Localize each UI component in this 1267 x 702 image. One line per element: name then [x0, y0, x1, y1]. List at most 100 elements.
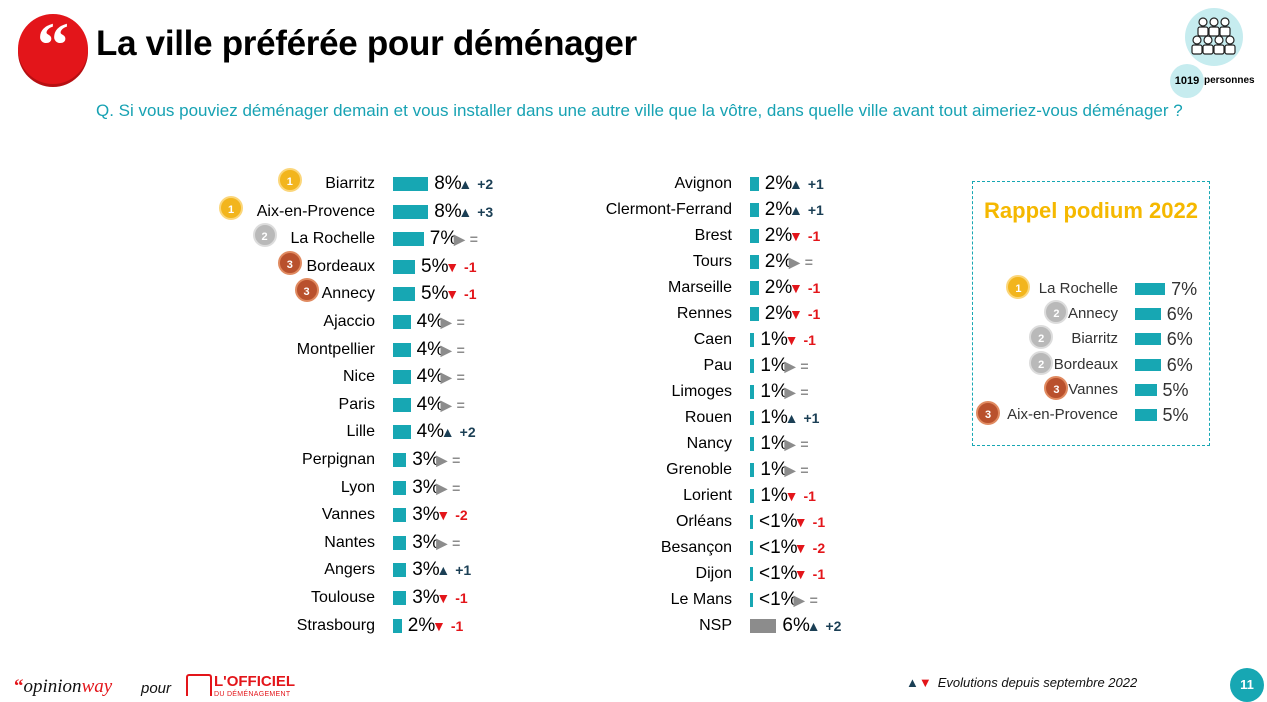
chart-row: Vannes 3% ▼ -2 — [0, 503, 900, 527]
chart-row: Rennes 2% ▼ -1 — [0, 302, 900, 326]
value-label: 5% — [1162, 379, 1189, 400]
evolution-label: ▼ -1 — [785, 328, 816, 352]
triangle-up-icon: ▲ — [458, 176, 473, 192]
bar — [750, 255, 759, 269]
evolution-label: ▶ = — [441, 365, 465, 389]
chart-row: Aix-en-Provence 1 8% ▲ +3 — [0, 195, 900, 224]
evolution-label: ▼ -1 — [436, 586, 467, 610]
evolution-value: = — [469, 231, 478, 248]
triangle-down-icon: ▼ — [436, 590, 451, 606]
chart-row: Toulouse 3% ▼ -1 — [0, 586, 900, 610]
triangle-down-icon: ▼ — [793, 566, 808, 582]
category-label: Marseille — [667, 279, 732, 296]
chart-row: Limoges 1% ▶ = — [0, 380, 900, 404]
triangle-right-icon: ▶ — [436, 479, 448, 496]
evolution-label: ▼ -1 — [432, 614, 463, 638]
triangle-down-icon: ▼ — [789, 280, 803, 296]
evolution-label: ▲ +3 — [458, 200, 493, 224]
evolution-value: -1 — [807, 306, 821, 322]
category-label: Paris — [338, 395, 375, 413]
partner-name: L'OFFICIEL — [214, 673, 296, 690]
value-label: 4% — [416, 393, 445, 415]
category-label: Nice — [342, 368, 375, 386]
evolution-value: -1 — [464, 258, 477, 275]
triangle-up-icon: ▲ — [789, 202, 803, 218]
chart-row: Le Mans <1% ▶ = — [0, 588, 900, 612]
triangle-right-icon: ▶ — [436, 534, 448, 551]
evolution-label: ▲ +1 — [789, 172, 824, 196]
value-label: <1% — [759, 563, 798, 584]
bar — [750, 307, 759, 321]
triangle-down-icon: ▼ — [918, 675, 932, 690]
category-label: La Rochelle — [1038, 280, 1118, 297]
chart-row: NSP 6% ▲ +2 — [0, 614, 900, 638]
bar — [393, 342, 411, 357]
medal-icon: 1 — [1006, 275, 1031, 299]
chart-row: Grenoble 1% ▶ = — [0, 458, 900, 482]
value-label: 2% — [407, 614, 436, 636]
value-label: 6% — [782, 615, 810, 636]
evolution-label: ▶ = — [441, 310, 465, 334]
bar — [750, 541, 753, 555]
triangle-right-icon: ▶ — [440, 369, 452, 386]
evolution-legend: ▲▼ Evolutions depuis septembre 2022 — [906, 675, 1137, 690]
medal-icon: 3 — [976, 401, 1000, 425]
bar — [750, 177, 759, 191]
bar — [393, 618, 402, 633]
chart-row: Avignon 2% ▲ +1 — [0, 172, 900, 196]
value-label: 8% — [434, 173, 462, 194]
bar — [750, 619, 777, 633]
evolution-label: ▶ = — [441, 393, 465, 417]
evolution-label: ▶ = — [785, 432, 809, 456]
value-label: 2% — [764, 199, 793, 220]
evolution-label: ▲ +1 — [436, 558, 471, 582]
value-label: 2% — [764, 173, 793, 194]
evolution-value: +3 — [477, 203, 494, 220]
evolution-label: ▼ -1 — [789, 302, 820, 326]
bar — [393, 535, 407, 550]
chart-row: Tours 2% ▶ = — [0, 250, 900, 274]
evolution-label: ▲ +1 — [789, 198, 824, 222]
evolution-label: ▶ = — [785, 458, 809, 482]
category-label: Strasbourg — [296, 616, 375, 634]
bar — [393, 591, 407, 605]
triangle-down-icon: ▼ — [445, 286, 460, 303]
triangle-down-icon: ▼ — [445, 258, 460, 275]
category-label: Annecy — [321, 285, 375, 303]
evolution-value: = — [804, 254, 813, 270]
category-label: Rennes — [676, 305, 732, 322]
partner-subtitle: DU DÉMÉNAGEMENT — [214, 691, 291, 698]
bar — [1135, 409, 1157, 421]
bar — [393, 315, 411, 329]
evolution-value: = — [800, 358, 809, 374]
evolution-label: ▶ = — [441, 338, 465, 362]
triangle-up-icon: ▲ — [458, 203, 473, 220]
evolution-value: -1 — [450, 617, 464, 634]
triangle-right-icon: ▶ — [784, 462, 796, 478]
bar — [393, 370, 411, 385]
value-label: 7% — [1171, 279, 1198, 299]
evolution-label: ▼ -2 — [436, 503, 467, 527]
evolution-value: +1 — [807, 202, 824, 218]
value-label: 3% — [412, 449, 440, 470]
value-label: <1% — [759, 511, 798, 532]
evolution-value: = — [809, 592, 818, 608]
chart-row: Paris 4% ▶ = — [0, 393, 900, 417]
bar — [750, 437, 755, 451]
category-label: Le Mans — [670, 591, 732, 608]
category-label: Clermont-Ferrand — [605, 201, 732, 218]
triangle-right-icon: ▶ — [436, 452, 448, 468]
category-label: Bordeaux — [1053, 355, 1118, 373]
bar — [750, 593, 753, 607]
evolution-value: -1 — [807, 280, 821, 296]
triangle-right-icon: ▶ — [789, 254, 800, 270]
bar — [1135, 383, 1157, 396]
chart-row: Biarritz 1 8% ▲ +2 — [0, 168, 900, 196]
evolution-label: ▼ -1 — [794, 562, 825, 586]
bar — [750, 567, 753, 581]
triangle-right-icon: ▶ — [440, 396, 452, 413]
chart-row: Dijon <1% ▼ -1 — [0, 562, 900, 586]
category-label: Lille — [346, 423, 375, 441]
category-label: Ajaccio — [323, 313, 375, 330]
value-label: 1% — [760, 459, 788, 480]
